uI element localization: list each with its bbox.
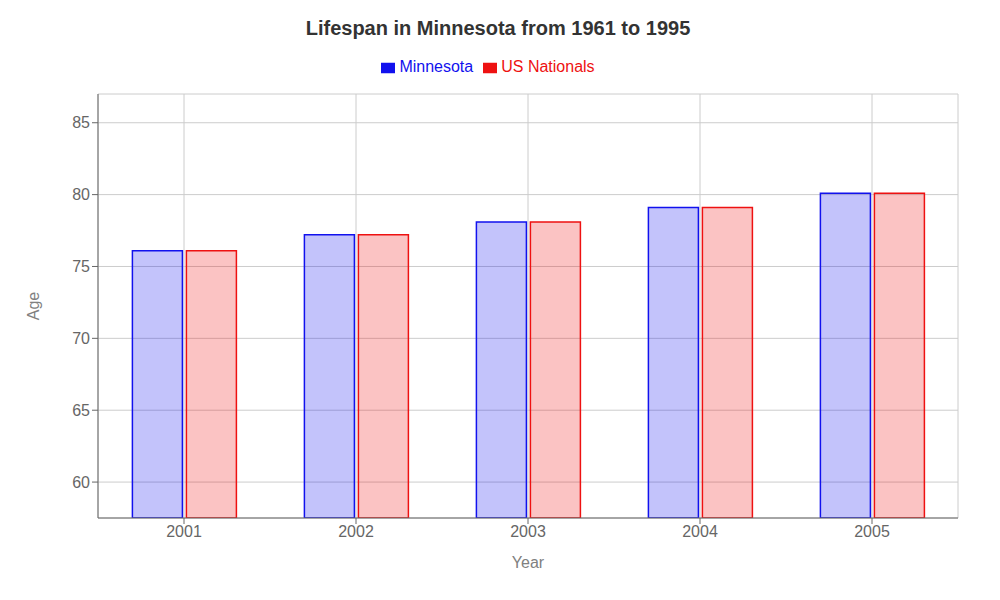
svg-text:2005: 2005 <box>854 523 890 540</box>
svg-text:2002: 2002 <box>338 523 374 540</box>
svg-text:2001: 2001 <box>166 523 202 540</box>
svg-text:85: 85 <box>72 114 90 131</box>
html-text:Minnesota: Minnesota <box>399 58 474 75</box>
html-text:US Nationals: US Nationals <box>501 58 595 75</box>
svg-text:60: 60 <box>72 474 90 491</box>
svg-text:70: 70 <box>72 330 90 347</box>
svg-text:75: 75 <box>72 258 90 275</box>
svg-text:80: 80 <box>72 186 90 203</box>
svg-text:2004: 2004 <box>682 523 718 540</box>
svg-text:2003: 2003 <box>510 523 546 540</box>
html-text:Lifespan in Minnesota from 196: Lifespan in Minnesota from 1961 to 1995 <box>305 17 691 39</box>
svg-text:65: 65 <box>72 402 90 419</box>
svg-text:Age: Age <box>25 292 42 321</box>
svg-text:Year: Year <box>512 554 545 571</box>
